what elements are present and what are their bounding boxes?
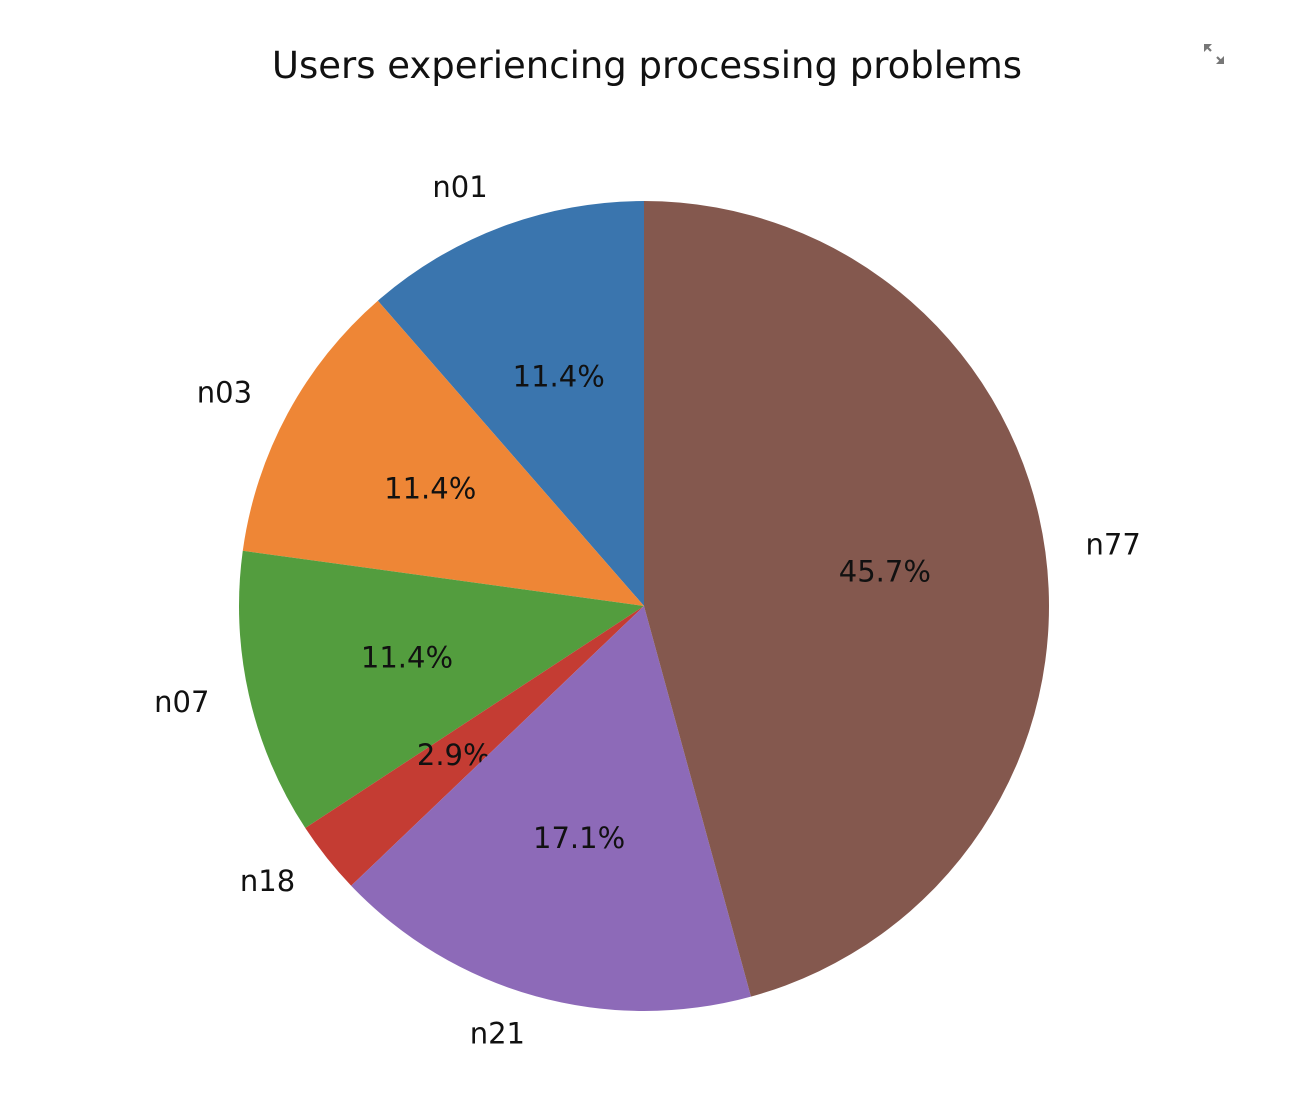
slice-label-n01: n01	[432, 170, 487, 204]
slice-percent-n07: 11.4%	[361, 640, 453, 674]
slice-percent-n03: 11.4%	[384, 472, 476, 506]
pie-slice-n21	[351, 606, 751, 1012]
slice-label-n21: n21	[470, 1016, 525, 1050]
slice-label-n18: n18	[240, 864, 295, 898]
slice-label-n77: n77	[1086, 528, 1141, 562]
pie-slice-n18	[305, 606, 644, 886]
slice-label-n03: n03	[197, 375, 252, 409]
slice-percent-n77: 45.7%	[839, 555, 931, 589]
pie-slice-n07	[238, 550, 644, 829]
chart-title: Users experiencing processing problems	[271, 44, 1023, 87]
expand-icon	[1204, 44, 1224, 64]
slice-label-n07: n07	[154, 685, 209, 719]
slice-percent-n21: 17.1%	[533, 821, 625, 855]
pie-slice-n01	[377, 201, 644, 606]
expand-button[interactable]	[1198, 38, 1230, 70]
pie-slice-n77	[644, 201, 1050, 997]
slice-percent-n01: 11.4%	[513, 359, 605, 393]
pie-slice-n03	[242, 300, 644, 606]
